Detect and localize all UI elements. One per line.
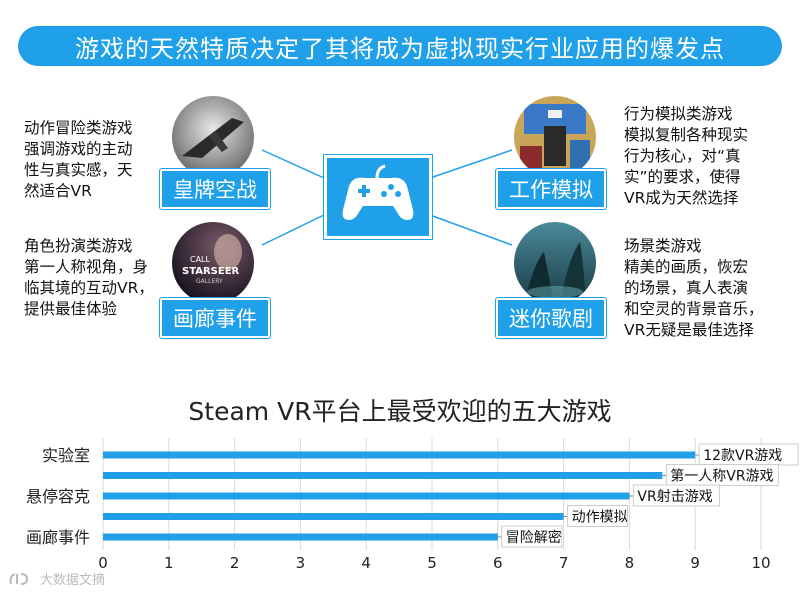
gamepad-icon	[342, 164, 414, 220]
connector-bottom-right	[429, 214, 513, 246]
header-banner: 游戏的天然特质决定了其将成为虚拟现实行业应用的爆发点	[18, 26, 782, 66]
connector-top-right	[429, 149, 513, 179]
annotation-box-3	[567, 505, 629, 527]
bar-4	[103, 533, 498, 541]
thumb-job-simulator	[514, 96, 596, 178]
watermark: 大数据文摘	[8, 569, 105, 588]
thumb-text-gallery: GALLERY	[196, 278, 223, 285]
connector-top-left	[261, 149, 325, 179]
banner-title: 游戏的天然特质决定了其将成为虚拟现实行业应用的爆发点	[75, 34, 725, 63]
watermark-text: 大数据文摘	[40, 573, 106, 588]
thumb-mini-opera	[514, 222, 596, 304]
data-label-4: 冒险解密	[506, 529, 562, 546]
label-mini-opera: 迷你歌剧	[496, 298, 606, 338]
logo-mark	[9, 572, 29, 585]
label-job-simulator: 工作模拟	[496, 169, 606, 209]
x-tick-label-2: 2	[230, 554, 240, 572]
annotation-box-4	[501, 525, 563, 548]
category-label-4: 画廊事件	[26, 528, 90, 547]
data-label-2: VR射击游戏	[637, 489, 712, 505]
x-tick-label-8: 8	[625, 554, 635, 572]
x-tick-label-0: 0	[98, 554, 108, 572]
x-tick-label-5: 5	[427, 554, 437, 572]
thumb-text-starseer: STARSEER	[182, 266, 240, 277]
annotation-box-2	[632, 484, 720, 507]
desc-bottom-left: 角色扮演类游戏 第一人称视角，身 临其境的互动VR， 提供最佳体验	[24, 237, 154, 318]
category-label-0: 实验室	[42, 446, 90, 465]
x-tick-label-1: 1	[164, 554, 174, 572]
thumb-text-call: CALL	[190, 255, 211, 264]
x-tick-label-4: 4	[361, 554, 371, 572]
x-tick-label-7: 7	[559, 554, 569, 572]
data-label-3: 动作模拟	[572, 510, 628, 526]
x-tick-label-9: 9	[690, 554, 700, 572]
thumb-ace-combat	[172, 96, 254, 178]
x-tick-label-6: 6	[493, 554, 503, 572]
label-gallery: 画廊事件	[160, 298, 270, 338]
connector-bottom-left	[261, 214, 325, 246]
center-gamepad-box	[324, 155, 432, 239]
chart-title: Steam VR平台上最受欢迎的五大游戏	[188, 397, 612, 426]
data-label-0: 12款VR游戏	[703, 448, 782, 464]
desc-top-left: 动作冒险类游戏 强调游戏的主动 性与真实感，天 然适合VR	[24, 119, 133, 200]
x-tick-label-3: 3	[296, 554, 306, 572]
desc-top-right: 行为模拟类游戏 模拟复制各种现实 行为核心，对“真 实”的要求，使得 VR成为天…	[624, 105, 749, 207]
data-label-1: 第一人称VR游戏	[670, 468, 773, 485]
bar-0	[103, 451, 696, 459]
annotation-box-1	[665, 464, 779, 486]
thumb-gallery: CALL STARSEER GALLERY	[172, 222, 254, 304]
category-label-2: 悬停容克	[26, 487, 90, 506]
bar-3	[103, 513, 564, 520]
x-tick-label-10: 10	[751, 554, 770, 572]
bar-2	[103, 492, 630, 500]
desc-bottom-right: 场景类游戏 精美的画质，恢宏 的场景，真人表演 和空灵的背景音乐， VR无疑是最…	[624, 237, 764, 339]
bar-1	[103, 472, 663, 479]
label-ace-combat: 皇牌空战	[160, 169, 270, 209]
